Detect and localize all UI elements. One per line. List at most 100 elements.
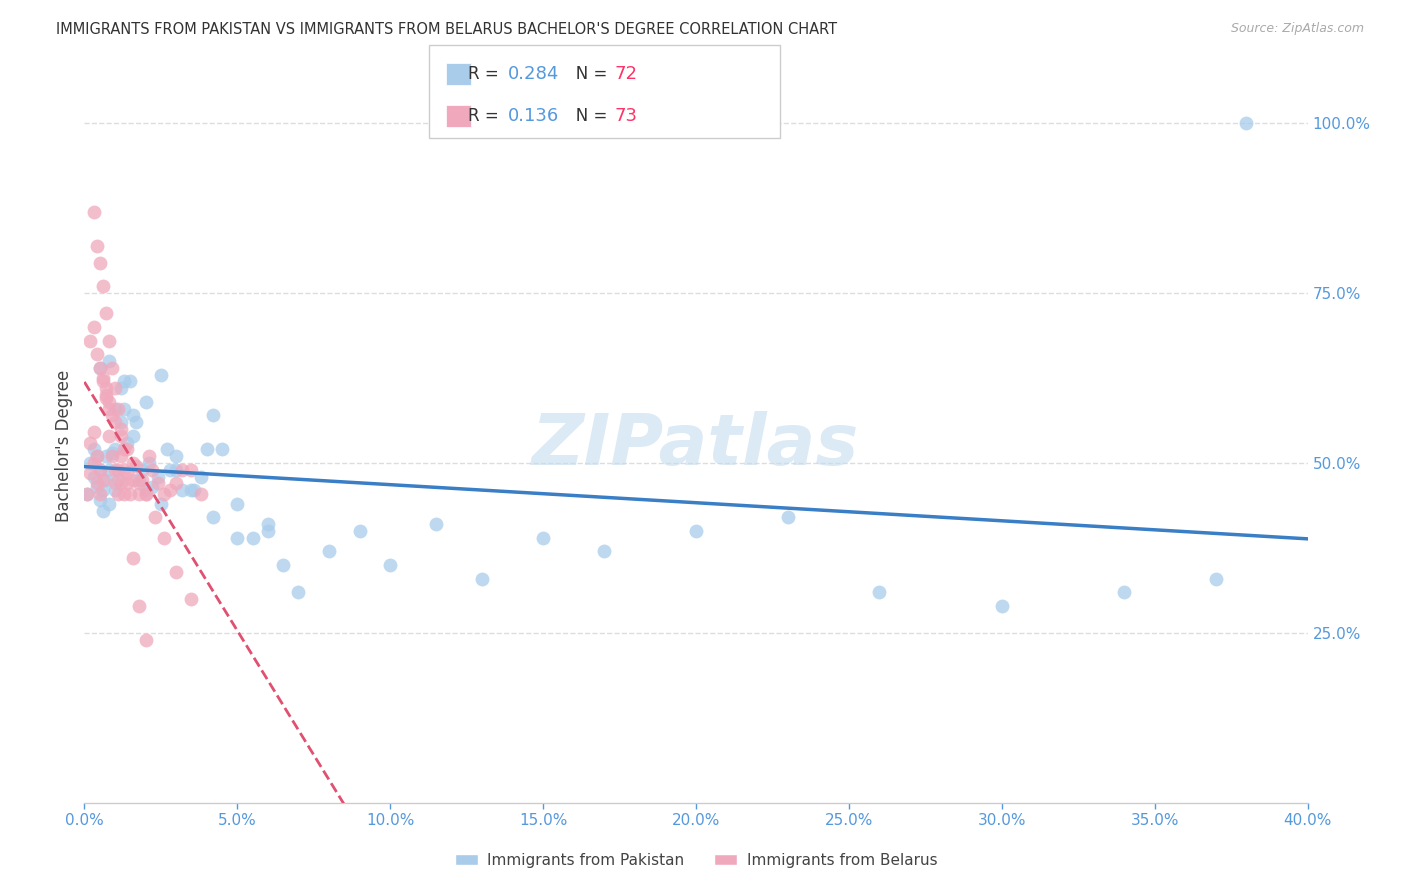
Point: [271, 558, 294, 572]
Point: [112, 463, 135, 477]
Point: [110, 381, 132, 395]
Point: [89, 486, 111, 500]
Point: [195, 442, 218, 457]
Point: [128, 476, 150, 491]
Point: [128, 486, 150, 500]
Point: [869, 585, 891, 599]
Point: [172, 483, 194, 498]
Point: [593, 544, 616, 558]
Point: [79, 456, 101, 470]
Point: [257, 524, 280, 538]
Point: [685, 524, 707, 538]
Point: [115, 476, 138, 491]
Point: [104, 401, 127, 416]
Text: IMMIGRANTS FROM PAKISTAN VS IMMIGRANTS FROM BELARUS BACHELOR'S DEGREE CORRELATIO: IMMIGRANTS FROM PAKISTAN VS IMMIGRANTS F…: [56, 22, 838, 37]
Point: [226, 531, 249, 545]
Point: [211, 442, 233, 457]
Point: [122, 456, 145, 470]
Point: [380, 558, 402, 572]
Point: [201, 409, 224, 423]
Point: [112, 442, 135, 457]
Point: [94, 473, 117, 487]
Point: [349, 524, 371, 538]
Point: [86, 449, 108, 463]
Text: N =: N =: [560, 107, 612, 125]
Point: [110, 476, 132, 491]
Point: [104, 483, 127, 498]
Point: [112, 401, 135, 416]
Text: R =: R =: [468, 65, 505, 83]
Point: [165, 476, 187, 491]
Point: [104, 415, 127, 429]
Point: [97, 497, 120, 511]
Point: [141, 463, 163, 477]
Point: [91, 503, 114, 517]
Point: [94, 388, 117, 402]
Text: 72: 72: [614, 65, 637, 83]
Point: [89, 360, 111, 375]
Point: [101, 360, 124, 375]
Point: [135, 394, 157, 409]
Point: [104, 463, 127, 477]
Point: [146, 469, 169, 483]
Point: [141, 480, 163, 494]
Point: [128, 473, 150, 487]
Point: [83, 204, 105, 219]
Point: [83, 456, 105, 470]
Point: [94, 449, 117, 463]
Point: [101, 449, 124, 463]
Point: [125, 459, 148, 474]
Point: [120, 486, 142, 500]
Point: [115, 435, 138, 450]
Text: N =: N =: [560, 65, 612, 83]
Point: [86, 480, 108, 494]
Point: [104, 381, 127, 395]
Text: Source: ZipAtlas.com: Source: ZipAtlas.com: [1230, 22, 1364, 36]
Point: [89, 463, 111, 477]
Point: [1114, 585, 1136, 599]
Point: [97, 463, 120, 477]
Point: [318, 544, 340, 558]
Point: [159, 463, 181, 477]
Point: [83, 425, 105, 440]
Point: [135, 632, 157, 647]
Point: [287, 585, 309, 599]
Point: [91, 483, 114, 498]
Point: [89, 360, 111, 375]
Point: [86, 347, 108, 361]
Point: [156, 442, 179, 457]
Point: [165, 463, 187, 477]
Y-axis label: Bachelor's Degree: Bachelor's Degree: [55, 370, 73, 522]
Point: [183, 483, 205, 498]
Point: [97, 401, 120, 416]
Point: [146, 476, 169, 491]
Point: [120, 375, 142, 389]
Point: [83, 469, 105, 483]
Point: [138, 449, 160, 463]
Point: [122, 409, 145, 423]
Point: [1236, 116, 1258, 130]
Point: [122, 473, 145, 487]
Point: [86, 449, 108, 463]
Point: [128, 599, 150, 613]
Point: [76, 486, 98, 500]
Point: [125, 415, 148, 429]
Point: [190, 486, 212, 500]
Point: [97, 394, 120, 409]
Point: [104, 442, 127, 457]
Point: [94, 306, 117, 320]
Point: [91, 375, 114, 389]
Point: [180, 483, 202, 498]
Point: [776, 510, 799, 524]
Point: [226, 497, 249, 511]
Point: [153, 486, 176, 500]
Point: [110, 449, 132, 463]
Point: [83, 442, 105, 457]
Text: 0.284: 0.284: [508, 65, 560, 83]
Point: [110, 415, 132, 429]
Point: [97, 429, 120, 443]
Point: [122, 551, 145, 566]
Point: [104, 476, 127, 491]
Point: [79, 435, 101, 450]
Point: [153, 531, 176, 545]
